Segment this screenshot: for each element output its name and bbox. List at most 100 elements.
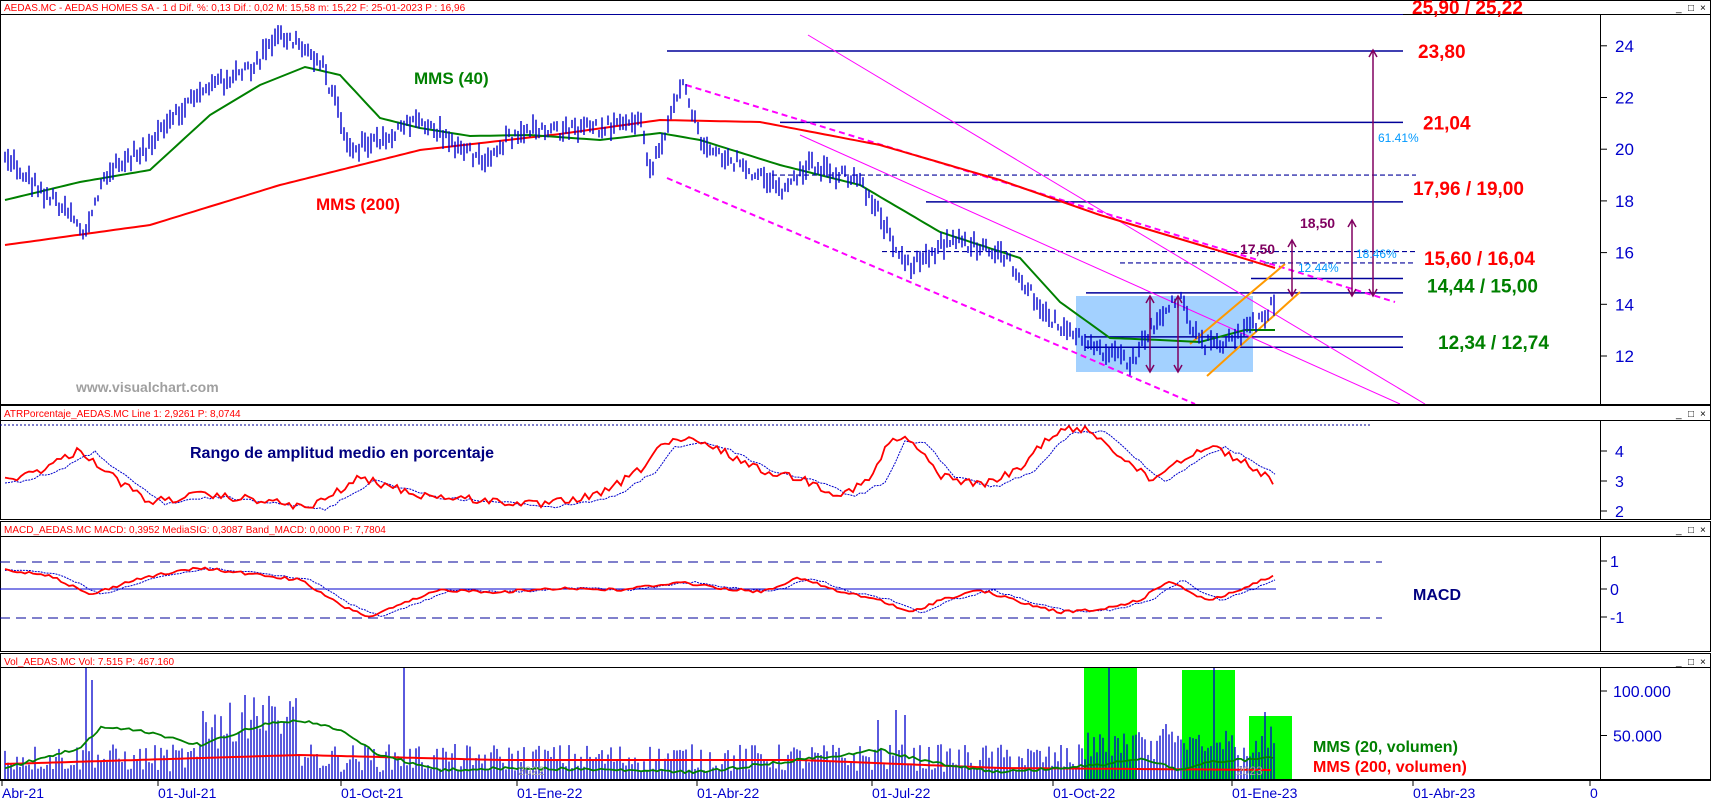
panel-frames bbox=[0, 0, 1711, 781]
mms40-line bbox=[4, 65, 1275, 344]
y-tick-label: 24 bbox=[1615, 37, 1634, 56]
target-arrow-18-50-head-top bbox=[1347, 218, 1357, 228]
macd-y-axis: -1 0 1 bbox=[1601, 554, 1624, 627]
y-tick-label: 20 bbox=[1615, 140, 1634, 159]
minimize-icon[interactable]: _ bbox=[1675, 657, 1682, 668]
y-tick-label: 22 bbox=[1615, 89, 1634, 108]
price-panel-header: AEDAS.MC - AEDAS HOMES SA - 1 d Dif. %: … bbox=[4, 3, 466, 14]
atr-lines bbox=[4, 424, 1276, 511]
range-arrow-1-head-bottom bbox=[1145, 364, 1155, 374]
level-label: 14,44 / 15,00 bbox=[1427, 277, 1538, 298]
x-tick-label: 01-Ene-23 bbox=[1232, 785, 1298, 799]
atr-panel-header: ATRPorcentaje_AEDAS.MC Line 1: 2,9261 P:… bbox=[4, 409, 241, 420]
close-icon[interactable]: × bbox=[1700, 525, 1706, 536]
level-label: 25,90 / 25,22 bbox=[1412, 0, 1523, 19]
target-arrow-18-50-head-bottom bbox=[1347, 288, 1357, 298]
level-label: 23,80 bbox=[1418, 42, 1466, 63]
vol-mms20-label: MMS (20, volumen) bbox=[1313, 739, 1458, 756]
y-tick-label: -1 bbox=[1610, 610, 1624, 627]
minimize-icon[interactable]: _ bbox=[1675, 409, 1682, 420]
orange-channel-upper bbox=[1189, 263, 1286, 345]
y-tick-label: 3 bbox=[1615, 474, 1624, 491]
vol-mms200-label: MMS (200, volumen) bbox=[1313, 759, 1467, 776]
vol-mms20-path bbox=[4, 719, 1274, 775]
volume-lines bbox=[4, 719, 1274, 775]
mms200-path bbox=[4, 118, 1276, 269]
annotations: 61.41% 18.46% 12.44% 18,50 17,50 bbox=[1145, 48, 1419, 374]
target-label: 18,50 bbox=[1300, 215, 1335, 231]
y-tick-label: 100.000 bbox=[1613, 684, 1671, 701]
minimize-icon[interactable]: _ bbox=[1675, 3, 1682, 14]
macd-title: MACD bbox=[1413, 587, 1461, 604]
restore-icon[interactable]: □ bbox=[1688, 3, 1694, 14]
level-label: 17,96 / 19,00 bbox=[1413, 179, 1524, 200]
y-tick-label: 2 bbox=[1615, 504, 1624, 521]
orange-channel-lower bbox=[1206, 291, 1301, 377]
target-arrow-main-head-top bbox=[1368, 48, 1378, 58]
target-arrow-17-50-head-bottom bbox=[1287, 288, 1297, 298]
atr-y-axis: 2 3 4 bbox=[1601, 444, 1624, 521]
vol-window-controls[interactable]: _ □ × bbox=[1675, 657, 1706, 668]
channel-dashed-lower bbox=[666, 177, 1196, 404]
minimize-icon[interactable]: _ bbox=[1675, 525, 1682, 536]
range-arrow-1-head-top bbox=[1145, 294, 1155, 304]
level-label: 21,04 bbox=[1423, 113, 1471, 134]
pct-label: 18.46% bbox=[1356, 247, 1397, 261]
y-tick-label: 26 bbox=[1615, 0, 1634, 4]
restore-icon[interactable]: □ bbox=[1688, 657, 1694, 668]
price-levels bbox=[310, 14, 1416, 348]
volume-bars bbox=[4, 668, 1275, 779]
vol-year-mark-2022: 2022 bbox=[518, 764, 545, 778]
mms40-label: MMS (40) bbox=[414, 69, 489, 88]
pct-label: 12.44% bbox=[1298, 261, 1339, 275]
atr-window-controls[interactable]: _ □ × bbox=[1675, 409, 1706, 420]
price-y-axis: 12 14 16 18 20 22 24 26 bbox=[1601, 0, 1634, 366]
x-tick-label: 01-Abr-22 bbox=[697, 785, 759, 799]
level-label: 15,60 / 16,04 bbox=[1424, 249, 1535, 270]
macd-panel-header: MACD_AEDAS.MC MACD: 0,3952 MediaSIG: 0,3… bbox=[4, 525, 386, 536]
vol-year-mark-2023: 2023 bbox=[1236, 764, 1263, 778]
vol-y-axis: 50.000 100.000 bbox=[1601, 684, 1671, 746]
x-tick-label: 01-Jul-22 bbox=[872, 785, 931, 799]
mms40-path bbox=[4, 65, 1275, 344]
y-tick-label: 18 bbox=[1615, 192, 1634, 211]
restore-icon[interactable]: □ bbox=[1688, 525, 1694, 536]
price-window-controls[interactable]: _ □ × bbox=[1675, 3, 1706, 14]
x-tick-label: 01-Abr-23 bbox=[1413, 785, 1475, 799]
y-tick-label: 50.000 bbox=[1613, 729, 1662, 746]
x-tick-label: 0 bbox=[1590, 785, 1598, 799]
range-arrow-2-head-top bbox=[1173, 294, 1183, 304]
pct-label: 61.41% bbox=[1378, 131, 1419, 145]
target-arrow-main-head-bottom bbox=[1368, 288, 1378, 298]
target-arrow-17-50-head-top bbox=[1287, 238, 1297, 248]
watermark: www.visualchart.com bbox=[75, 379, 219, 395]
price-bars bbox=[4, 25, 1275, 376]
level-label: 12,34 / 12,74 bbox=[1438, 333, 1549, 354]
y-tick-label: 16 bbox=[1615, 244, 1634, 263]
macd-path bbox=[4, 566, 1274, 618]
atr-title: Rango de amplitud medio en porcentaje bbox=[190, 445, 494, 462]
close-icon[interactable]: × bbox=[1700, 657, 1706, 668]
x-tick-label: Abr-21 bbox=[2, 785, 44, 799]
macd-window-controls[interactable]: _ □ × bbox=[1675, 525, 1706, 536]
close-icon[interactable]: × bbox=[1700, 3, 1706, 14]
range-arrow-2-head-bottom bbox=[1173, 364, 1183, 374]
y-tick-label: 4 bbox=[1615, 444, 1624, 461]
mms200-label: MMS (200) bbox=[316, 195, 400, 214]
vol-panel-header: Vol_AEDAS.MC Vol: 7.515 P: 467.160 bbox=[4, 657, 175, 668]
restore-icon[interactable]: □ bbox=[1688, 409, 1694, 420]
y-tick-label: 1 bbox=[1610, 554, 1619, 571]
y-tick-label: 0 bbox=[1610, 582, 1619, 599]
level-labels: 25,90 / 25,22 23,80 21,04 17,96 / 19,00 15,6… bbox=[1412, 0, 1549, 354]
y-tick-label: 14 bbox=[1615, 295, 1634, 314]
target-label: 17,50 bbox=[1240, 241, 1275, 257]
mms200-line bbox=[4, 118, 1276, 269]
atr-path bbox=[4, 424, 1274, 511]
close-icon[interactable]: × bbox=[1700, 409, 1706, 420]
atr-signal-path bbox=[4, 430, 1276, 511]
x-tick-label: 01-Ene-22 bbox=[517, 785, 583, 799]
x-tick-label: 01-Oct-21 bbox=[341, 785, 403, 799]
x-axis: Abr-21 01-Jul-21 01-Oct-21 01-Ene-22 01-Abr-… bbox=[1, 780, 1598, 799]
y-tick-label: 12 bbox=[1615, 347, 1634, 366]
